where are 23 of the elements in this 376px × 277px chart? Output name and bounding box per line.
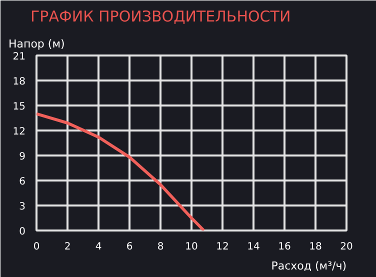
x-tick-label: 20	[340, 242, 353, 252]
x-tick-label: 10	[185, 242, 198, 252]
x-axis-title: Расход (м³/ч)	[271, 260, 347, 272]
y-tick-label: 12	[12, 126, 26, 138]
x-tick-label: 0	[33, 242, 40, 252]
y-tick-label: 6	[19, 176, 26, 188]
chart-title: ГРАФИК ПРОИЗВОДИТЕЛЬНОСТИ	[30, 8, 291, 26]
y-tick-label: 15	[12, 102, 26, 112]
x-tick-label: 16	[278, 242, 291, 252]
x-tick-label: 6	[126, 242, 133, 252]
x-tick-label: 14	[247, 242, 260, 252]
x-tick-label: 4	[95, 242, 102, 252]
y-tick-label: 0	[19, 226, 26, 238]
y-tick-label: 9	[19, 152, 26, 162]
x-tick-label: 18	[309, 242, 322, 252]
x-tick-label: 2	[64, 242, 71, 252]
x-tick-label: 8	[157, 242, 164, 252]
y-tick-label: 21	[12, 52, 26, 62]
y-tick-label: 3	[19, 202, 26, 212]
line-series	[36, 112, 206, 230]
y-axis-title: Напор (м)	[8, 38, 65, 50]
x-tick-label: 12	[216, 242, 229, 252]
y-tick-label: 18	[12, 76, 26, 88]
